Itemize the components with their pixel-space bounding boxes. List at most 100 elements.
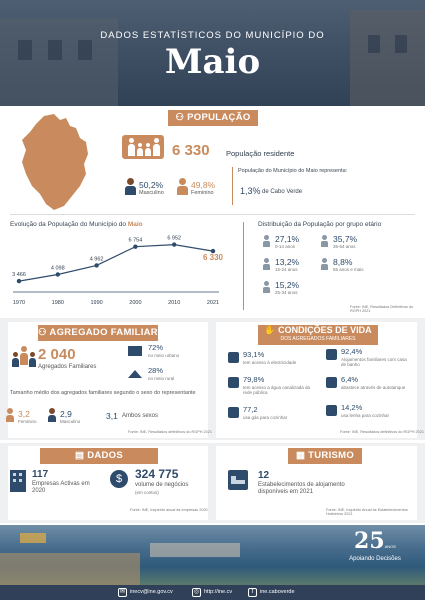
condicao-pct: 6,4% bbox=[341, 375, 359, 384]
footer-facebook[interactable]: ine.caboverde bbox=[260, 589, 295, 595]
representation-value: 1,3% bbox=[240, 186, 261, 196]
family-icon-box bbox=[122, 135, 164, 159]
condicao-label: tem acesso à electricidade bbox=[243, 360, 297, 365]
agregado-banner-label: AGREGADO FAMILIAR bbox=[49, 327, 158, 338]
agregado-banner: ⚇ AGREGADO FAMILIAR bbox=[38, 325, 158, 341]
bed-icon bbox=[228, 470, 248, 490]
age-group-icon bbox=[320, 258, 330, 270]
logo-number: 25 bbox=[354, 528, 385, 554]
x-tick-label: 1980 bbox=[52, 300, 64, 306]
footer-email[interactable]: inecv@ine.gov.cv bbox=[130, 589, 173, 595]
data-label: 4 962 bbox=[90, 256, 104, 262]
footer-shore bbox=[0, 553, 140, 585]
condicao-label: tem acesso a água canalizada da rede púb… bbox=[243, 385, 311, 395]
populacao-banner-label: POPULAÇÃO bbox=[187, 112, 251, 123]
condicoes-source: Fonte: INE, Resultados definitivos do RG… bbox=[340, 430, 424, 434]
age-group-label: 65 anos e mais bbox=[333, 267, 364, 272]
evolucao-title-prefix: Evolução da População do Município do bbox=[10, 221, 126, 228]
condicao-pct: 77,2 bbox=[243, 405, 258, 414]
condicao-icon bbox=[228, 352, 239, 363]
condicao-icon bbox=[326, 405, 337, 416]
family-icon: ⚇ bbox=[175, 112, 188, 123]
age-group-pct: 15,2% bbox=[275, 280, 300, 290]
age-group-icon bbox=[262, 258, 272, 270]
ine-25-logo: 25ANOS Apoiando Decisões bbox=[340, 528, 410, 562]
empresas-label: Empresas Activas em 2020 bbox=[32, 481, 90, 494]
male-label: Masculino bbox=[139, 190, 164, 196]
footer-houses bbox=[150, 543, 240, 557]
economicos-banner-label: DADOS ECONÓMICOS bbox=[64, 450, 134, 477]
condicoes-banner-title: ✋ CONDIÇÕES DE VIDA bbox=[258, 325, 378, 336]
grupo-title: Distribuição da População por grupo etár… bbox=[258, 221, 382, 228]
turismo-value: 12 bbox=[258, 470, 270, 481]
populacao-banner: ⚇ POPULAÇÃO bbox=[168, 110, 258, 126]
household-group-icon bbox=[12, 346, 36, 370]
volume-label: volume de negócios bbox=[135, 482, 189, 488]
evolucao-title-name: Maio bbox=[127, 221, 143, 228]
population-total: 6 330 bbox=[172, 142, 210, 159]
population-line-chart: 3 466 1970 4 098 1980 4 962 1990 6 754 2000 6 95… bbox=[12, 236, 224, 306]
condicao-label: usa gás para cozinhar bbox=[243, 415, 288, 420]
urban-buildings-icon bbox=[128, 346, 142, 356]
page-title: Maio bbox=[164, 42, 261, 82]
age-group-icon bbox=[320, 235, 330, 247]
representation-label: População do Município do Maio represent… bbox=[238, 168, 348, 174]
masc-tamanho-label: Masculino bbox=[60, 419, 81, 424]
urban-label: no meio urbano bbox=[148, 353, 180, 358]
age-group-label: 15-24 anos bbox=[275, 267, 298, 272]
divider bbox=[243, 222, 244, 310]
rural-house-icon bbox=[128, 370, 142, 378]
data-point bbox=[172, 242, 177, 247]
masc-tamanho-value: 2,9 bbox=[60, 409, 72, 419]
globe-icon: ◎ bbox=[192, 588, 201, 597]
fem-tamanho-label: Feminino bbox=[18, 419, 37, 424]
condicoes-banner: ✋ CONDIÇÕES DE VIDA DOS AGREGADOS FAMILI… bbox=[258, 325, 378, 345]
x-tick-label: 1970 bbox=[13, 300, 25, 306]
x-tick-label: 2000 bbox=[129, 300, 141, 306]
data-point bbox=[55, 272, 60, 277]
economicos-banner: ▤ DADOS ECONÓMICOS bbox=[40, 448, 158, 477]
condicao-icon bbox=[326, 377, 337, 388]
agregado-total: 2 040 bbox=[38, 346, 76, 363]
logo-small: ANOS bbox=[384, 544, 396, 549]
turismo-source: Fonte: INE, Inquérito Anual às Estabelec… bbox=[326, 508, 408, 516]
divider bbox=[10, 214, 415, 215]
footer-slogan: Apoiando Decisões bbox=[349, 556, 401, 562]
representation-suffix: de Cabo Verde bbox=[262, 189, 303, 195]
footer-boat bbox=[20, 533, 46, 543]
email-icon: ✉ bbox=[118, 588, 127, 597]
data-label: 6 952 bbox=[167, 236, 181, 242]
data-label: 3 466 bbox=[12, 272, 26, 278]
data-label: 6 330 bbox=[203, 253, 224, 262]
age-group-icon bbox=[262, 281, 272, 293]
condicao-icon bbox=[228, 407, 239, 418]
population-total-label: População residente bbox=[226, 149, 295, 158]
condicoes-banner-sub: DOS AGREGADOS FAMILIARES bbox=[280, 336, 356, 342]
agregado-source: Fonte: INE, Resultados definitivos do RG… bbox=[128, 430, 212, 434]
header-subtitle: DADOS ESTATÍSTICOS DO MUNICÍPIO DO bbox=[100, 30, 325, 41]
fem-tamanho-value: 3,2 bbox=[18, 409, 30, 419]
agregado-total-label: Agregados Familiares bbox=[38, 364, 97, 370]
age-group-label: 25-34 anos bbox=[275, 290, 298, 295]
condicao-pct: 93,1% bbox=[243, 350, 265, 359]
data-point bbox=[16, 278, 22, 284]
age-group-pct: 8,8% bbox=[333, 257, 353, 267]
chart-icon: ▤ bbox=[74, 450, 88, 461]
data-point bbox=[94, 263, 99, 268]
footer-website[interactable]: http://ine.cv bbox=[204, 589, 233, 595]
condicao-pct: 92,4% bbox=[341, 347, 363, 356]
header-banner: DADOS ESTATÍSTICOS DO MUNICÍPIO DO Maio bbox=[0, 0, 425, 106]
turismo-banner-label: TURISMO bbox=[308, 450, 355, 461]
age-group-label: 35-64 anos bbox=[333, 244, 356, 249]
data-label: 6 754 bbox=[129, 238, 143, 244]
urban-pct: 72% bbox=[148, 343, 164, 352]
facebook-icon: f bbox=[248, 588, 257, 597]
agregado-card bbox=[8, 322, 208, 438]
ambos-tamanho-value: 3,1 bbox=[106, 411, 118, 421]
footer-bar: ✉ inecv@ine.gov.cv ◎ http://ine.cv f ine… bbox=[0, 585, 425, 600]
buildings-icon bbox=[10, 470, 26, 492]
evolucao-title: Evolução da População do Município do Ma… bbox=[10, 221, 143, 228]
divider bbox=[232, 167, 233, 205]
group-icon: ⚇ bbox=[38, 327, 50, 338]
condicao-pct: 79,8% bbox=[243, 375, 265, 384]
